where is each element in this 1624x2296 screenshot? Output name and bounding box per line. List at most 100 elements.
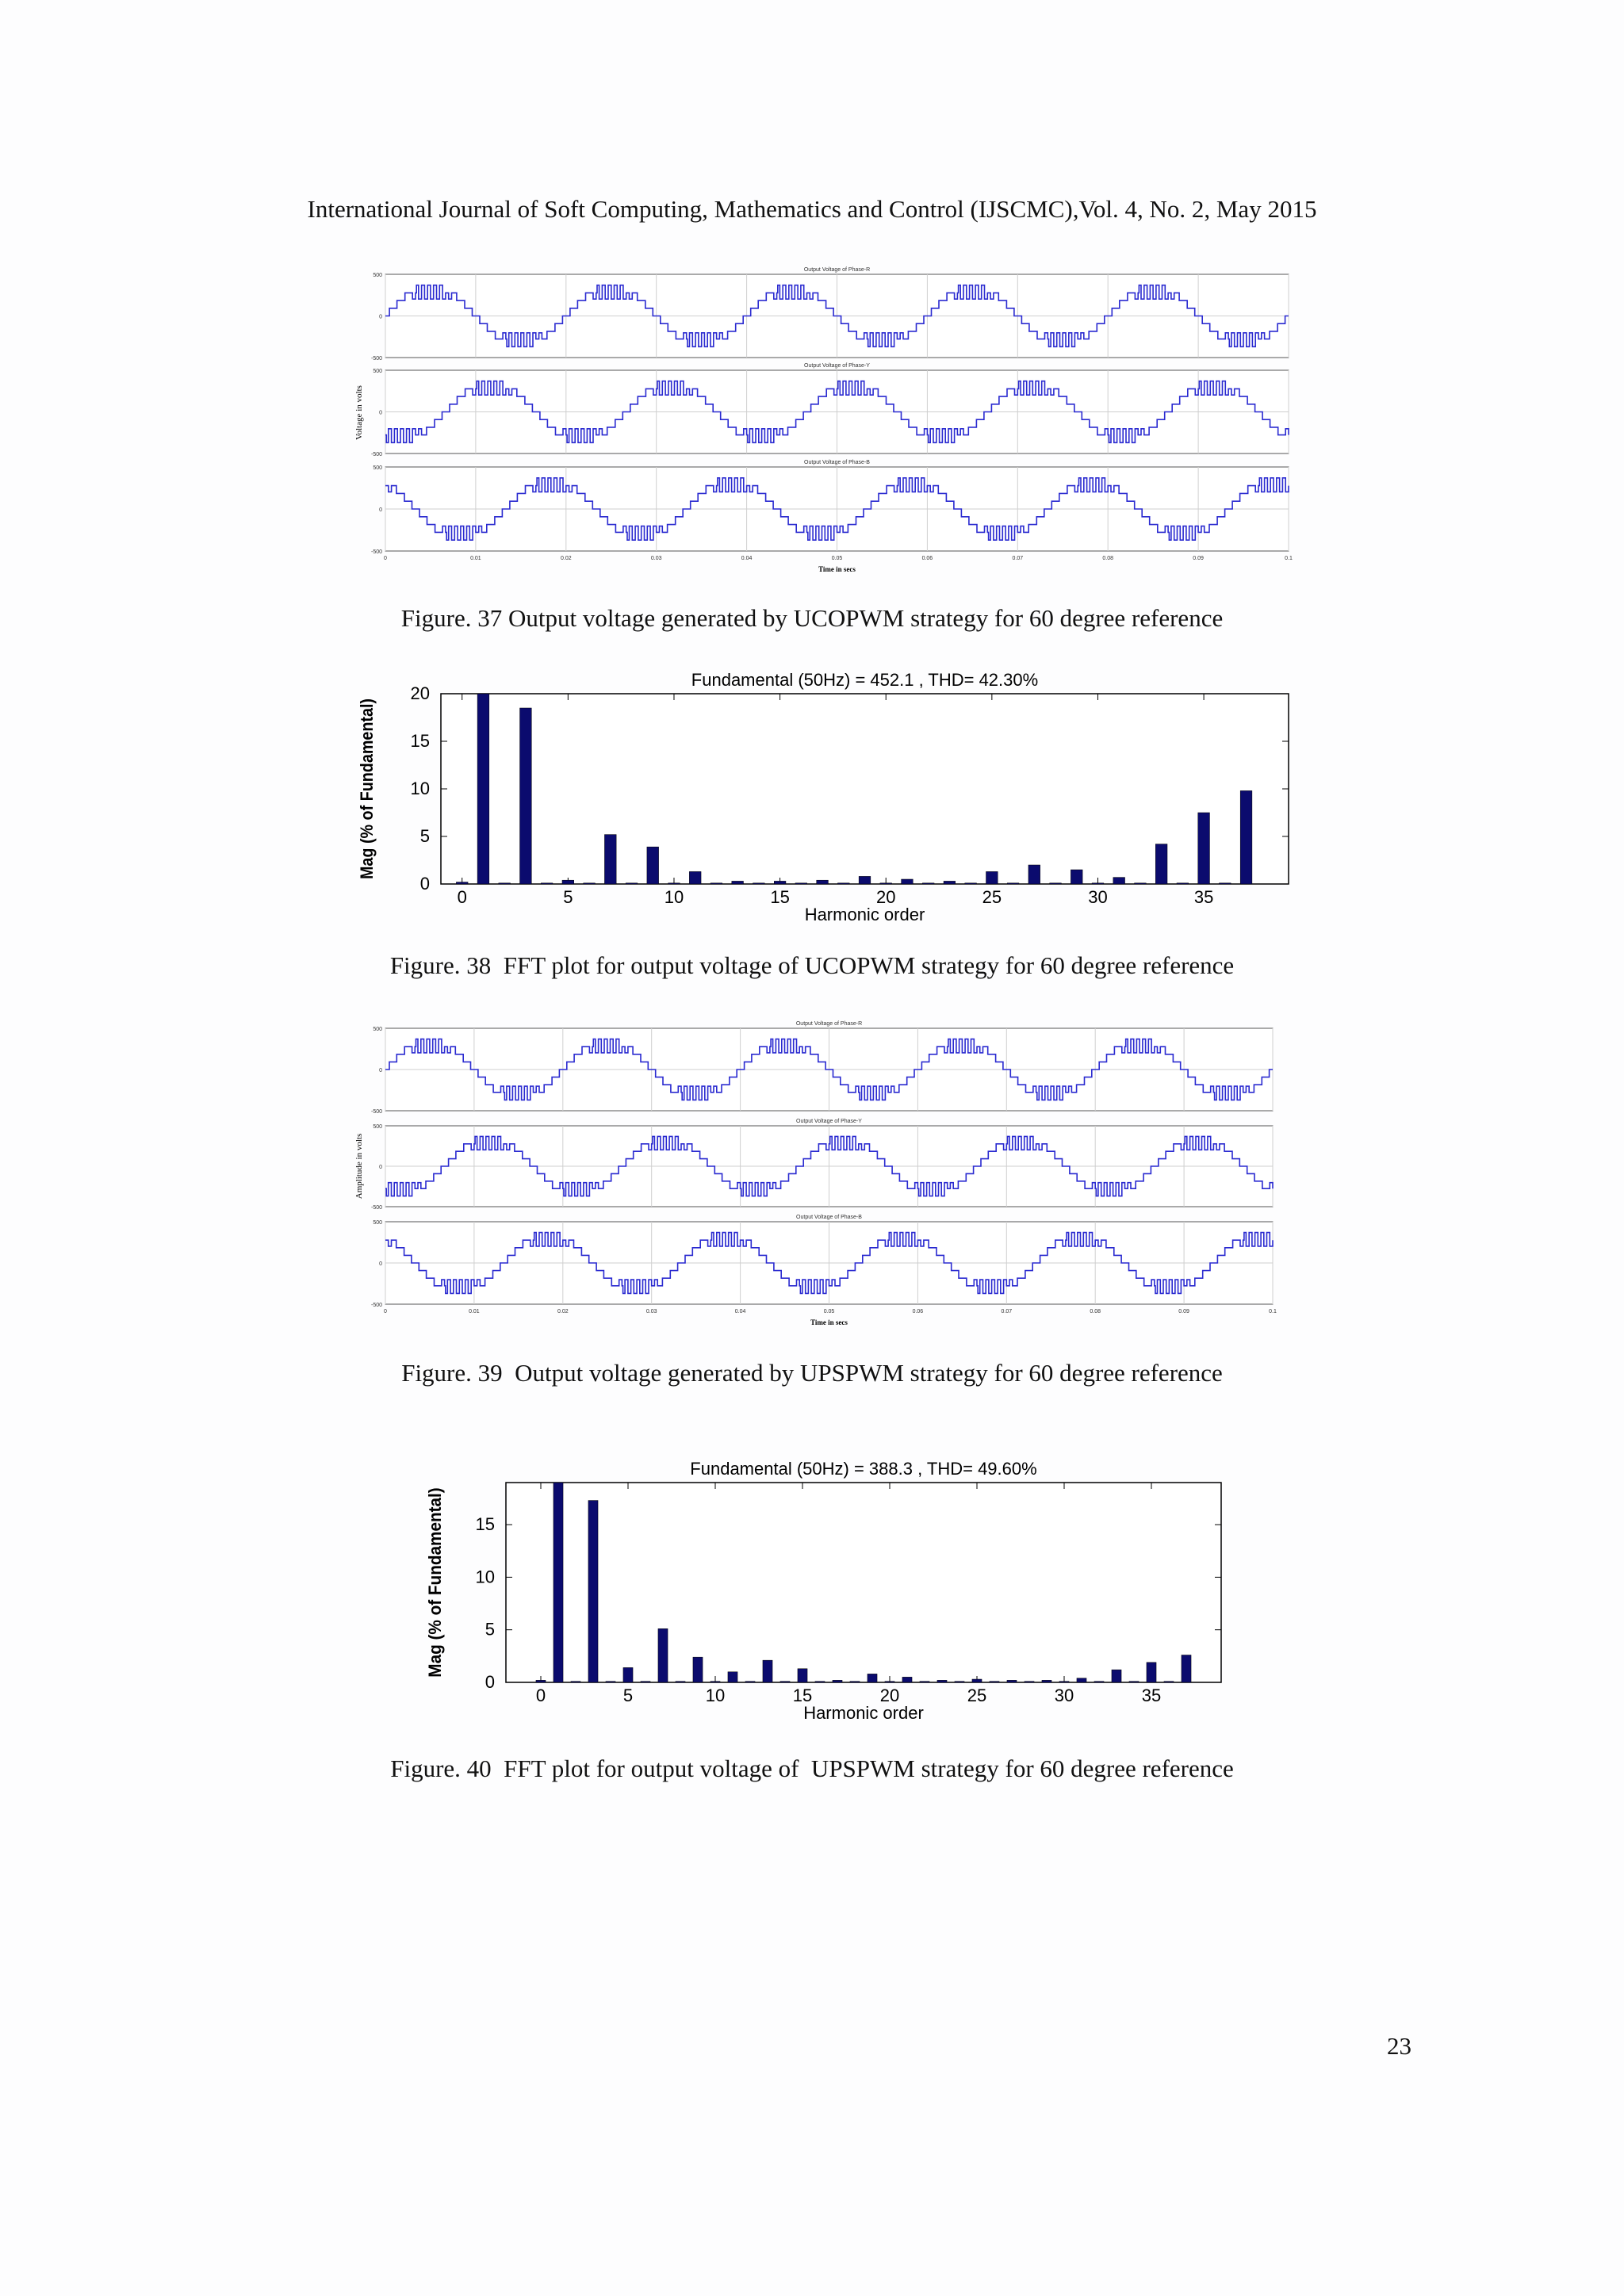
x-axis-label: Time in secs bbox=[810, 1318, 848, 1326]
y-tick-label: 0 bbox=[379, 1165, 382, 1170]
fft-bar bbox=[553, 1482, 564, 1683]
fft-bar bbox=[519, 707, 532, 885]
y-tick-label: 0 bbox=[420, 874, 430, 894]
fft-bar bbox=[1146, 1662, 1157, 1683]
y-tick-label: 500 bbox=[373, 1124, 382, 1130]
y-tick-label: 500 bbox=[373, 1220, 382, 1226]
y-tick-label: 0 bbox=[379, 1068, 382, 1073]
y-tick-label: 10 bbox=[411, 779, 430, 798]
x-tick-label: 0.05 bbox=[832, 556, 843, 561]
x-tick-label: 0 bbox=[536, 1686, 546, 1705]
x-tick-label: 10 bbox=[706, 1686, 725, 1705]
fft-bar bbox=[1219, 882, 1231, 885]
fft-bar bbox=[477, 693, 490, 885]
fig37-caption: Figure. 37 Output voltage generated by U… bbox=[400, 604, 1224, 632]
y-tick-label: 0 bbox=[379, 411, 382, 416]
y-tick-label: 5 bbox=[420, 826, 430, 846]
fig40-caption: Figure. 40 FFT plot for output voltage o… bbox=[390, 1755, 1234, 1782]
x-tick-label: 35 bbox=[1194, 887, 1213, 907]
fft-bar bbox=[1006, 1680, 1017, 1683]
x-axis-label: Harmonic order bbox=[803, 1703, 924, 1723]
fft-bar bbox=[541, 882, 553, 885]
y-tick-label: 15 bbox=[411, 731, 430, 751]
fft-bar bbox=[816, 879, 829, 885]
y-axis-label: Mag (% of Fundamental) bbox=[425, 1487, 445, 1677]
phase-panel-0: Output Voltage of Phase-R 500 0 -500 bbox=[371, 1021, 1274, 1115]
x-tick-label: 0.01 bbox=[470, 556, 481, 561]
x-tick-label: 25 bbox=[967, 1686, 986, 1705]
x-tick-label: 0.03 bbox=[651, 556, 662, 561]
fft-bar bbox=[901, 878, 914, 885]
chart-title: Fundamental (50Hz) = 452.1 , THD= 42.30% bbox=[691, 670, 1038, 690]
page-number: 23 bbox=[1387, 2032, 1411, 2060]
x-tick-label: 5 bbox=[563, 887, 573, 907]
x-tick-label: 25 bbox=[982, 887, 1002, 907]
x-tick-label: 15 bbox=[793, 1686, 812, 1705]
fft-bar bbox=[879, 882, 892, 885]
voltage-waveform bbox=[385, 284, 1289, 348]
fft-bar bbox=[668, 882, 680, 885]
phase-panel-2: Output Voltage of Phase-B 500 0 -500 bbox=[371, 460, 1289, 555]
fft-bar bbox=[1049, 882, 1062, 885]
x-tick-label: 0.09 bbox=[1193, 556, 1204, 561]
x-tick-label: 0 bbox=[458, 887, 467, 907]
plot-frame bbox=[440, 693, 1289, 885]
x-tick-label: 10 bbox=[665, 887, 684, 907]
voltage-waveform bbox=[385, 477, 1289, 541]
fft-bar bbox=[774, 881, 787, 885]
x-tick-label: 0.01 bbox=[469, 1309, 480, 1314]
fft-bar bbox=[902, 1677, 913, 1683]
x-tick-label: 0.04 bbox=[735, 1309, 746, 1314]
x-tick-label: 0.07 bbox=[1001, 1309, 1012, 1314]
phase-panel-0: Output Voltage of Phase-R 500 0 -500 bbox=[371, 267, 1289, 362]
fft-bar bbox=[498, 882, 511, 885]
fft-bar bbox=[971, 1678, 982, 1683]
y-tick-label: 0 bbox=[379, 507, 382, 513]
panel-title: Output Voltage of Phase-R bbox=[804, 267, 870, 273]
x-tick-label: 0 bbox=[384, 556, 387, 561]
fft-bar bbox=[1028, 864, 1040, 885]
fft-bar bbox=[1041, 1680, 1052, 1683]
x-tick-label: 20 bbox=[876, 887, 895, 907]
x-tick-label: 0 bbox=[384, 1309, 387, 1314]
fft-bar bbox=[1076, 1678, 1087, 1683]
y-tick-label: 20 bbox=[411, 683, 430, 703]
x-axis-label: Time in secs bbox=[818, 565, 856, 573]
fft-bar bbox=[837, 882, 850, 885]
fft-bar bbox=[1155, 844, 1168, 885]
fft-bar bbox=[832, 1680, 843, 1683]
fft-bar bbox=[753, 882, 765, 885]
phase-panel-1: Output Voltage of Phase-Y 500 0 -500 bbox=[371, 363, 1289, 457]
fft-bar bbox=[535, 1680, 546, 1683]
y-tick-label: 15 bbox=[476, 1514, 495, 1534]
y-tick-label: -500 bbox=[371, 356, 382, 362]
fft-bar bbox=[604, 834, 617, 885]
x-tick-label: 30 bbox=[1055, 1686, 1074, 1705]
panel-title: Output Voltage of Phase-R bbox=[796, 1021, 862, 1027]
x-axis-label: Harmonic order bbox=[805, 905, 925, 924]
x-tick-label: 0.03 bbox=[646, 1309, 657, 1314]
y-tick-label: -500 bbox=[371, 549, 382, 555]
fft-bar bbox=[1181, 1655, 1192, 1683]
x-tick-label: 0.08 bbox=[1090, 1309, 1101, 1314]
x-tick-label: 0.05 bbox=[824, 1309, 835, 1314]
panel-title: Output Voltage of Phase-B bbox=[796, 1215, 862, 1220]
y-tick-label: 5 bbox=[485, 1620, 495, 1640]
x-tick-label: 0.02 bbox=[561, 556, 572, 561]
fig38-fft-bar-chart: Fundamental (50Hz) = 452.1 , THD= 42.30%… bbox=[357, 670, 1289, 924]
fig39-three-phase-voltage-plot: Amplitude in volts Output Voltage of Phas… bbox=[354, 1021, 1277, 1326]
panel-title: Output Voltage of Phase-B bbox=[804, 460, 870, 465]
fft-bar bbox=[922, 882, 935, 885]
y-tick-label: 500 bbox=[373, 273, 382, 278]
x-tick-label: 0.06 bbox=[922, 556, 933, 561]
y-axis-label: Mag (% of Fundamental) bbox=[357, 698, 377, 879]
x-tick-label: 0.09 bbox=[1178, 1309, 1189, 1314]
y-tick-label: -500 bbox=[371, 1109, 382, 1115]
fft-bar bbox=[936, 1680, 948, 1683]
x-tick-label: 0.1 bbox=[1285, 556, 1293, 561]
voltage-waveform bbox=[385, 380, 1289, 444]
fft-bar bbox=[646, 846, 659, 885]
fft-bar bbox=[943, 881, 956, 885]
fft-bar bbox=[1006, 882, 1020, 885]
plot-frame bbox=[505, 1482, 1222, 1683]
